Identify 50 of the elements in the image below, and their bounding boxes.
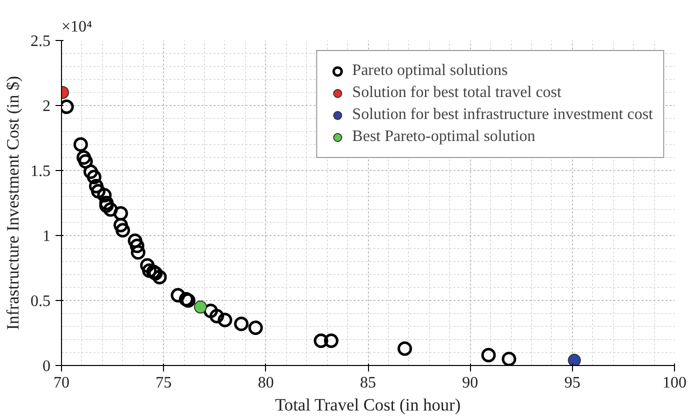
point xyxy=(218,312,232,328)
text: ×10⁴ xyxy=(62,18,93,36)
x-tick-label: 80 xyxy=(258,374,274,392)
x-tick-label: 95 xyxy=(564,374,580,392)
point xyxy=(78,154,93,169)
legend-label: Solution for best infrastructure investment cost xyxy=(352,106,653,124)
y-tick-label: 1 xyxy=(42,228,50,245)
point xyxy=(398,341,412,356)
point xyxy=(76,150,92,165)
point xyxy=(130,245,146,260)
point xyxy=(88,178,104,194)
x-tick-label: 100 xyxy=(662,374,686,392)
point xyxy=(73,137,88,152)
legend-label: Best Pareto-optimal solution xyxy=(352,128,536,146)
point xyxy=(128,233,142,248)
x-tick-label: 70 xyxy=(54,374,70,392)
point xyxy=(130,238,144,254)
y-axis-title: Infrastructure Investment Cost (in $) xyxy=(4,76,22,330)
point xyxy=(83,164,98,180)
point xyxy=(502,352,516,366)
legend-label: Pareto optimal solutions xyxy=(352,62,508,80)
point xyxy=(114,218,128,232)
x-tick-label: 75 xyxy=(156,374,172,392)
y-tick-label: 1.5 xyxy=(30,163,50,180)
point xyxy=(481,348,496,362)
point xyxy=(103,202,118,217)
point xyxy=(142,263,157,278)
y-tick-label: 0 xyxy=(42,358,50,375)
point xyxy=(568,354,581,366)
point xyxy=(86,170,102,184)
legend-label: Solution for best total travel cost xyxy=(352,84,562,102)
point xyxy=(114,206,128,221)
point xyxy=(203,304,218,318)
point xyxy=(314,334,328,348)
point xyxy=(116,223,130,238)
x-tick-label: 90 xyxy=(462,374,478,392)
point xyxy=(248,320,263,336)
point xyxy=(324,334,338,348)
y-tick-label: 2.5 xyxy=(30,33,50,50)
x-axis-title: Total Travel Cost (in hour) xyxy=(275,396,461,414)
point xyxy=(210,308,224,324)
point xyxy=(91,184,106,199)
point xyxy=(194,300,207,314)
y-tick-label: 2 xyxy=(42,98,50,115)
y-tick-label: 0.5 xyxy=(30,293,50,310)
point xyxy=(140,258,155,273)
point xyxy=(152,270,167,284)
x-tick-label: 85 xyxy=(360,374,376,392)
point xyxy=(170,288,186,303)
point xyxy=(234,316,249,332)
